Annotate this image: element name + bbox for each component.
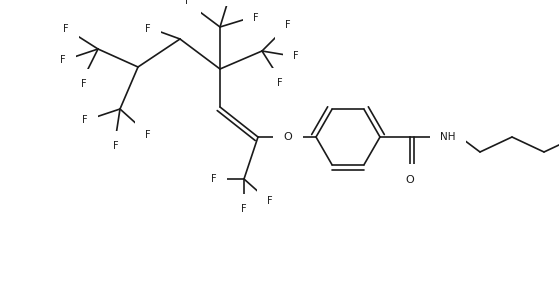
Text: F: F <box>293 51 299 61</box>
Text: F: F <box>145 130 151 140</box>
Text: F: F <box>185 0 191 6</box>
Text: F: F <box>60 55 66 65</box>
Text: O: O <box>283 132 292 142</box>
Text: F: F <box>82 115 88 125</box>
Text: F: F <box>253 13 259 23</box>
Text: O: O <box>406 175 414 185</box>
Text: F: F <box>145 24 151 34</box>
Text: F: F <box>277 78 283 88</box>
Text: F: F <box>241 204 247 214</box>
Text: F: F <box>211 174 217 184</box>
Text: F: F <box>285 20 291 30</box>
Text: F: F <box>81 79 87 89</box>
Text: F: F <box>63 24 69 34</box>
Text: NH: NH <box>440 132 456 142</box>
Text: F: F <box>267 196 273 206</box>
Text: F: F <box>113 141 119 151</box>
